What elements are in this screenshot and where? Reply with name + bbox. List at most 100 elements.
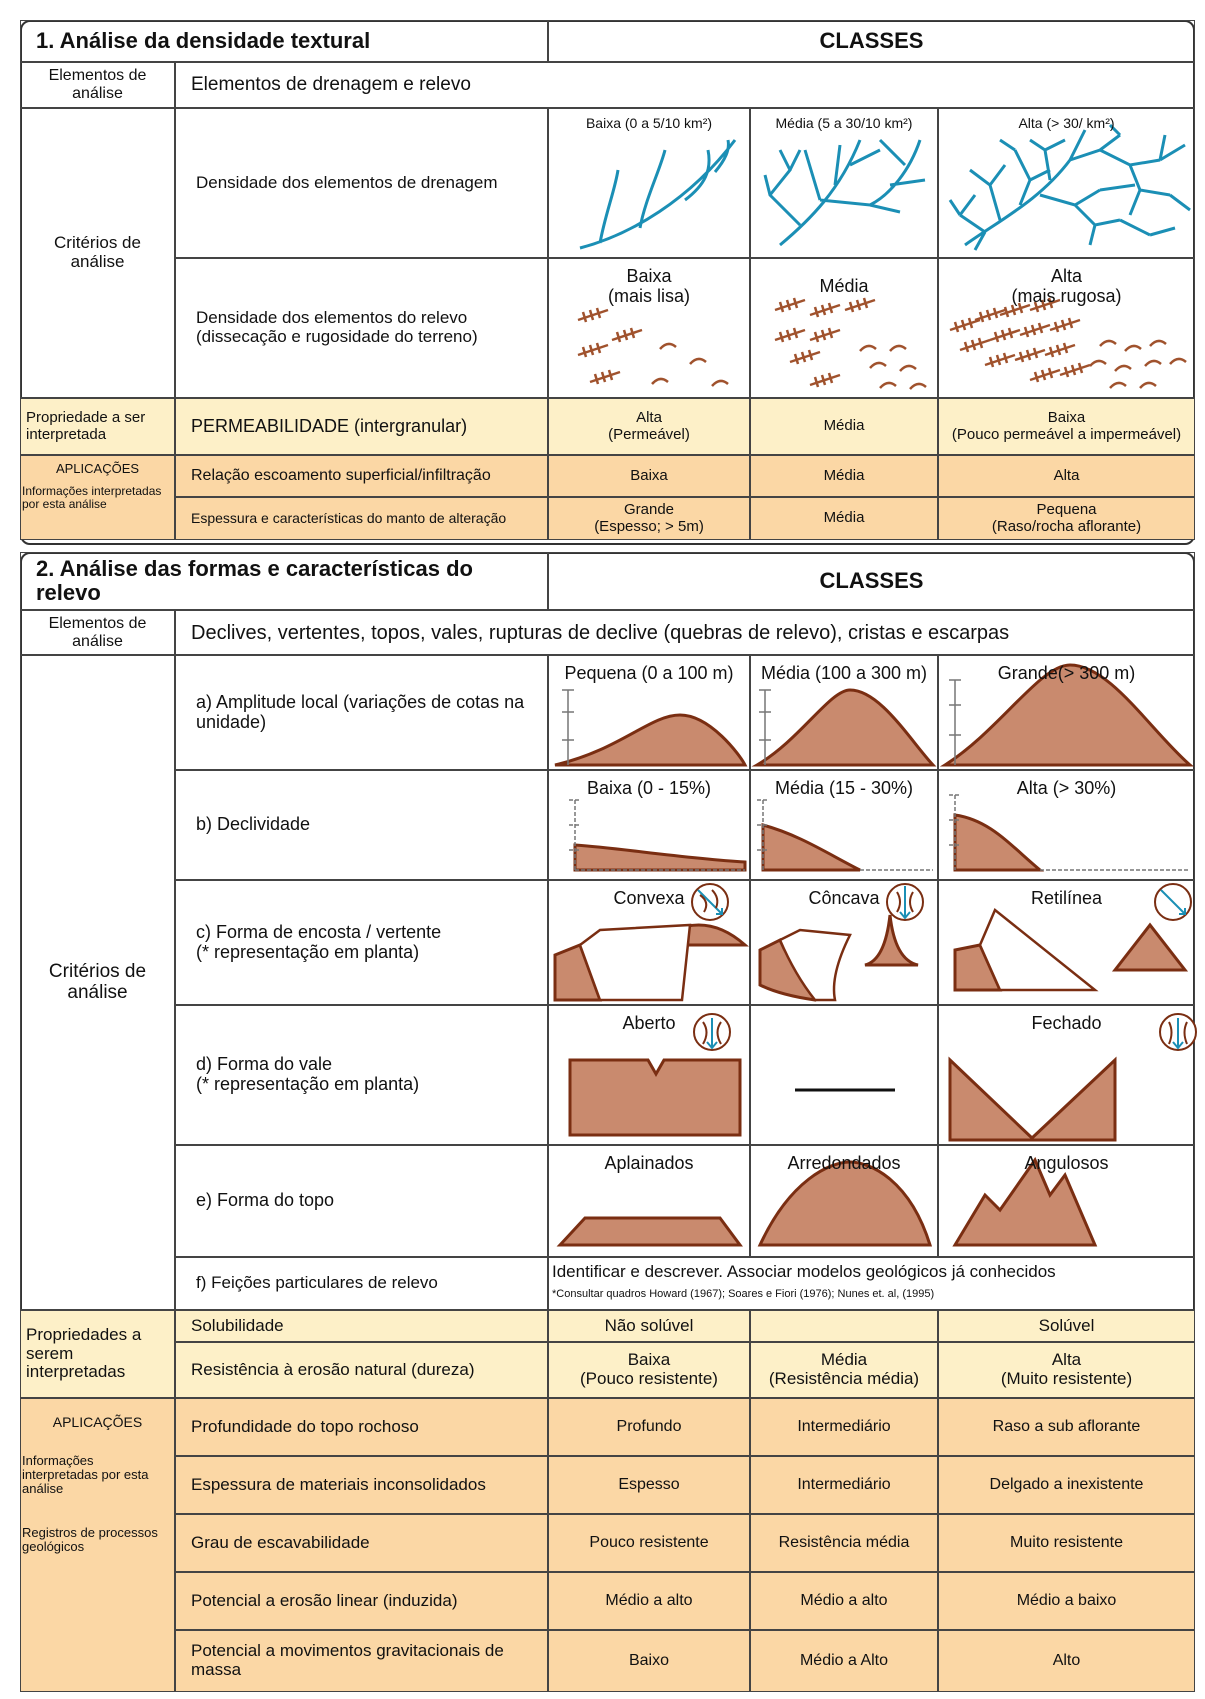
application-text: Grau de escavabilidade: [191, 1532, 370, 1552]
cell: [548, 1342, 750, 1398]
particular-text: Identificar e descrever. Associar modelo…: [552, 1261, 1056, 1281]
elements-label: Elementos de análise: [48, 614, 147, 650]
class-label: Média: [823, 466, 865, 484]
class-label: Angulosos: [1024, 1153, 1109, 1174]
cell: [750, 1572, 938, 1630]
criteria-label: Critérios de análise: [54, 233, 141, 271]
cell: [20, 1310, 175, 1398]
cell: [175, 1572, 548, 1630]
property-text: Resistência à erosão natural (dureza): [191, 1359, 475, 1379]
cell: [20, 1398, 175, 1692]
cell: [938, 1310, 1195, 1342]
criteria-label: Critérios de análise: [48, 960, 147, 1003]
cell: [750, 1342, 938, 1398]
cell: [175, 1398, 548, 1456]
class-label: Raso a sub aflorante: [992, 1418, 1141, 1436]
class-label: Alta: [1053, 466, 1080, 484]
cell: [175, 880, 548, 1005]
class-label: Médio a baixo: [1016, 1592, 1117, 1610]
cell: [548, 1630, 750, 1692]
class-label: Média: [823, 417, 865, 435]
class-label: Resistência média: [778, 1534, 910, 1552]
class-label: Alta (Permeável): [608, 409, 690, 443]
plan-arrows: [697, 886, 1186, 1050]
class-label: Arredondados: [787, 1153, 901, 1174]
cell: [750, 1005, 938, 1145]
cell: [938, 1572, 1195, 1630]
cell: [938, 108, 1195, 258]
cell: [175, 108, 548, 258]
class-label: Alta (mais rugosa): [1011, 266, 1122, 306]
criteria-text: b) Declividade: [196, 814, 311, 835]
cell: [750, 108, 938, 258]
criteria-text: Densidade dos elementos de drenagem: [196, 172, 498, 192]
cell: [548, 1398, 750, 1456]
section-title: 2. Análise das formas e características …: [36, 555, 473, 605]
cell: [548, 1514, 750, 1572]
criteria-text: a) Amplitude local (variações de cotas n…: [196, 691, 525, 732]
class-label: Fechado: [1031, 1013, 1102, 1034]
class-label: Médio a alto: [605, 1592, 693, 1610]
property-label: Propriedade a ser interpretada: [26, 409, 146, 443]
cell: [175, 1005, 548, 1145]
class-label: Não solúvel: [604, 1315, 694, 1335]
cell: [175, 1514, 548, 1572]
class-label: Intermediário: [797, 1476, 891, 1494]
class-label: Média: [819, 276, 869, 297]
class-label: Baixa (mais lisa): [607, 266, 690, 306]
cell: [938, 655, 1195, 770]
cell: [548, 1310, 750, 1342]
cell: [548, 880, 750, 1005]
criteria-text: c) Forma de encosta / vertente (* repres…: [196, 921, 442, 962]
cell: [175, 455, 548, 497]
cell: [938, 1145, 1195, 1257]
class-label: Média (Resistência média): [768, 1350, 920, 1388]
cell: [548, 398, 750, 455]
class-label: Pouco resistente: [589, 1534, 709, 1552]
class-label: Médio a alto: [800, 1592, 888, 1610]
cell: [175, 610, 1195, 655]
class-label: Grande(> 300 m): [997, 663, 1136, 684]
applications-sublabel: Informações interpretadas por esta análi…: [22, 1452, 149, 1497]
cell: [548, 1145, 750, 1257]
plan-contours: [699, 889, 1188, 1045]
cell: [938, 258, 1195, 398]
application-text: Potencial a movimentos gravitacionais de…: [191, 1641, 504, 1679]
cell: [548, 1572, 750, 1630]
cell: [175, 1456, 548, 1514]
cell: [938, 1342, 1195, 1398]
cell: [938, 1514, 1195, 1572]
applications-label: APLICAÇÕES: [55, 460, 140, 476]
cell: [175, 398, 548, 455]
property-text: PERMEABILIDADE (intergranular): [191, 415, 468, 436]
class-label: Pequena (Raso/rocha aflorante): [991, 501, 1142, 535]
class-label: Aplainados: [604, 1153, 694, 1174]
elements-label: Elementos de análise: [48, 67, 147, 102]
cell: [175, 1630, 548, 1692]
cell: [20, 610, 175, 655]
class-label: Média (100 a 300 m): [760, 663, 928, 684]
applications-label: APLICAÇÕES: [52, 1414, 143, 1431]
cell: [750, 1145, 938, 1257]
class-label: Baixa: [630, 466, 668, 484]
cell: [548, 497, 750, 540]
criteria-text: d) Forma do vale (* representação em pla…: [196, 1054, 420, 1094]
cell: [548, 1456, 750, 1514]
class-label: Grande (Espesso; > 5m): [594, 501, 704, 535]
classes-header: CLASSES: [819, 567, 924, 593]
application-text: Espessura e características do manto de …: [191, 509, 507, 526]
class-label: Média (15 - 30%): [774, 778, 914, 799]
class-label: Média (5 a 30/10 km²): [775, 115, 913, 132]
class-label: Aberto: [622, 1013, 676, 1034]
cell: [175, 258, 548, 398]
cell: [175, 1145, 548, 1257]
cell: [938, 1398, 1195, 1456]
cell: [548, 258, 750, 398]
application-text: Profundidade do topo rochoso: [191, 1416, 419, 1436]
cell: [938, 770, 1195, 880]
cell: [175, 770, 548, 880]
block-sketches: [578, 907, 1099, 1002]
property-text: Solubilidade: [191, 1315, 284, 1335]
class-label: Baixa (Pouco resistente): [580, 1350, 718, 1388]
cell: [175, 497, 548, 540]
